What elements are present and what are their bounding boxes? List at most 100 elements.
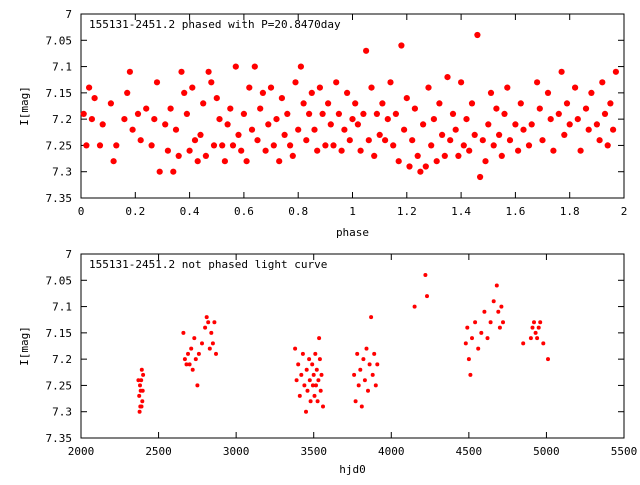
data-point bbox=[356, 383, 361, 388]
data-point bbox=[490, 142, 497, 149]
x-tick-label: 2000 bbox=[68, 445, 95, 458]
data-point bbox=[321, 404, 325, 409]
data-point bbox=[357, 147, 364, 154]
data-point bbox=[534, 79, 541, 86]
data-point bbox=[126, 68, 133, 75]
data-point bbox=[596, 137, 603, 144]
data-point bbox=[409, 137, 416, 144]
data-point bbox=[610, 126, 617, 133]
data-point bbox=[297, 393, 302, 398]
data-point bbox=[417, 168, 424, 175]
y-tick-label: 7.3 bbox=[52, 406, 72, 419]
data-point bbox=[352, 100, 359, 107]
data-point bbox=[372, 351, 377, 356]
data-point bbox=[214, 351, 218, 356]
y-tick-label: 7.25 bbox=[46, 139, 73, 152]
data-point bbox=[382, 137, 389, 144]
data-point bbox=[582, 105, 590, 112]
data-point bbox=[425, 294, 429, 299]
data-point bbox=[463, 116, 470, 123]
x-tick-label: 0 bbox=[78, 205, 85, 218]
x-tick-label: 1.6 bbox=[505, 205, 525, 218]
data-point bbox=[308, 399, 313, 404]
data-point bbox=[141, 372, 146, 377]
x-tick-label: 1.2 bbox=[397, 205, 417, 218]
data-point bbox=[476, 346, 481, 351]
data-point bbox=[497, 325, 502, 330]
data-point bbox=[289, 152, 296, 159]
y-tick-label: 7.1 bbox=[52, 61, 72, 74]
y-tick-label: 7.15 bbox=[46, 327, 73, 340]
x-tick-label: 1.8 bbox=[560, 205, 580, 218]
data-point bbox=[192, 336, 197, 341]
data-point bbox=[129, 126, 136, 133]
data-point bbox=[599, 79, 606, 86]
data-point bbox=[473, 320, 478, 325]
data-point bbox=[353, 399, 358, 404]
data-point bbox=[485, 121, 492, 128]
data-point bbox=[189, 84, 196, 91]
data-point bbox=[113, 142, 120, 149]
data-point bbox=[208, 79, 215, 86]
data-point bbox=[281, 131, 288, 138]
data-point bbox=[494, 283, 499, 288]
data-point bbox=[246, 84, 253, 91]
data-point bbox=[425, 84, 432, 91]
x-tick-label: 4500 bbox=[456, 445, 483, 458]
data-point bbox=[444, 74, 451, 81]
data-point bbox=[200, 341, 204, 346]
x-tick-label: 0.6 bbox=[234, 205, 254, 218]
data-point bbox=[121, 116, 128, 123]
data-point bbox=[447, 137, 454, 144]
data-point bbox=[209, 330, 214, 335]
data-point bbox=[612, 68, 620, 75]
chart-title: 155131-2451.2 not phased light curve bbox=[89, 258, 327, 271]
data-point bbox=[325, 100, 332, 107]
x-tick-label: 2 bbox=[621, 205, 628, 218]
data-point bbox=[471, 131, 478, 138]
data-point bbox=[375, 362, 380, 367]
data-point bbox=[550, 147, 557, 154]
data-point bbox=[80, 110, 87, 117]
x-axis-label: hjd0 bbox=[339, 463, 366, 476]
data-point bbox=[140, 388, 145, 393]
data-point bbox=[368, 84, 375, 91]
data-point bbox=[240, 110, 247, 117]
data-point bbox=[561, 131, 568, 138]
data-point bbox=[219, 142, 226, 149]
data-point bbox=[287, 142, 294, 149]
y-tick-label: 7.05 bbox=[46, 34, 73, 47]
data-point bbox=[205, 68, 212, 75]
data-point bbox=[463, 341, 468, 346]
data-points bbox=[80, 31, 620, 181]
x-tick-label: 0.8 bbox=[288, 205, 308, 218]
data-point bbox=[318, 388, 323, 393]
data-point bbox=[541, 341, 546, 346]
data-point bbox=[341, 126, 348, 133]
data-point bbox=[563, 100, 571, 107]
data-point bbox=[423, 273, 428, 277]
data-point bbox=[206, 320, 211, 325]
data-point bbox=[284, 110, 291, 117]
data-point bbox=[528, 121, 535, 128]
plot-frame bbox=[80, 253, 625, 439]
data-point bbox=[359, 404, 364, 409]
data-point bbox=[124, 89, 131, 96]
data-point bbox=[110, 158, 117, 165]
data-point bbox=[479, 137, 486, 144]
data-point bbox=[517, 100, 524, 107]
data-point bbox=[202, 152, 209, 159]
data-point bbox=[585, 126, 592, 133]
data-point bbox=[297, 63, 304, 70]
y-tick-label: 7.2 bbox=[52, 353, 72, 366]
data-point bbox=[139, 378, 144, 383]
data-point bbox=[184, 362, 189, 367]
data-point bbox=[401, 126, 408, 133]
data-point bbox=[210, 142, 218, 149]
data-point bbox=[319, 110, 326, 117]
data-point bbox=[593, 121, 601, 128]
data-point bbox=[317, 357, 322, 362]
data-point bbox=[96, 142, 104, 149]
data-point bbox=[153, 79, 161, 86]
data-point bbox=[488, 320, 493, 325]
